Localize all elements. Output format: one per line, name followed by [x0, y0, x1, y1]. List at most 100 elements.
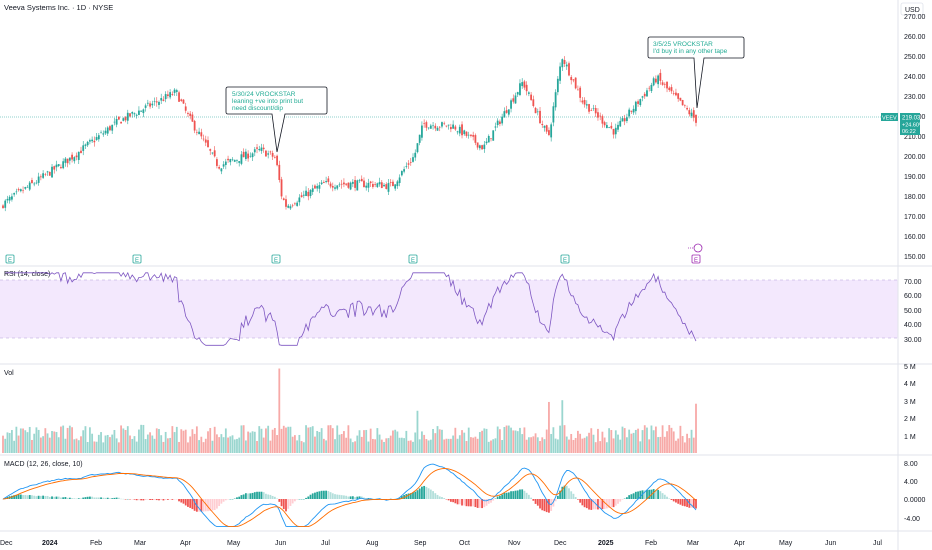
- macd-hist-bar: [238, 496, 241, 499]
- candle: [269, 150, 272, 155]
- volume-bar: [166, 438, 169, 453]
- macd-hist-bar: [140, 499, 143, 501]
- macd-hist-bar: [568, 488, 570, 499]
- volume-bar: [683, 442, 686, 453]
- candle: [307, 188, 310, 201]
- volume-bar: [534, 433, 537, 453]
- volume-bar: [91, 433, 94, 453]
- volume-bar: [554, 438, 557, 453]
- volume-bar: [657, 437, 660, 453]
- candle: [394, 184, 397, 191]
- macd-hist-bar: [681, 499, 684, 506]
- candle: [686, 105, 688, 111]
- macd-hist-bar: [675, 499, 677, 503]
- candle: [146, 99, 149, 107]
- currency-button[interactable]: [900, 2, 924, 16]
- macd-hist-bar: [646, 489, 648, 499]
- volume-bar: [458, 435, 461, 453]
- macd-hist-bar: [436, 494, 439, 499]
- macd-hist-bar: [617, 499, 619, 504]
- volume-bar: [11, 430, 13, 453]
- volume-bar: [407, 440, 410, 453]
- macd-hist-bar: [80, 498, 82, 499]
- volume-bar: [532, 436, 535, 453]
- candle: [334, 184, 336, 191]
- volume-bar: [501, 440, 504, 453]
- volume-bar: [389, 435, 392, 453]
- macd-hist-bar: [60, 497, 62, 499]
- candle: [646, 87, 648, 97]
- macd-hist-bar: [138, 499, 140, 501]
- annotation-callout[interactable]: 5/30/24 VROCKSTAR leaning +ve into print…: [225, 86, 328, 153]
- earnings-marker[interactable]: E: [132, 254, 142, 264]
- volume-series: [2, 368, 697, 453]
- volume-bar: [97, 434, 100, 453]
- candle: [66, 158, 69, 168]
- macd-hist-bar: [639, 490, 642, 499]
- volume-bar: [44, 428, 47, 453]
- volume-bar: [637, 428, 639, 453]
- macd-hist-bar: [421, 486, 423, 499]
- candle: [305, 186, 307, 197]
- volume-bar: [327, 425, 330, 453]
- volume-bar: [416, 410, 419, 453]
- macd-hist-bar: [683, 499, 686, 507]
- candle: [652, 76, 655, 87]
- volume-bar: [86, 442, 89, 453]
- earnings-marker[interactable]: E: [271, 254, 281, 264]
- volume-bar: [503, 427, 506, 453]
- macd-hist-bar: [329, 492, 332, 499]
- candle: [57, 164, 60, 168]
- macd-hist-bar: [117, 497, 120, 499]
- candle: [351, 179, 354, 188]
- earnings-marker[interactable]: E: [691, 254, 701, 264]
- event-icon[interactable]: [693, 243, 703, 253]
- time-axis: Dec 2024 Feb Mar Apr May Jun Jul Aug Sep…: [0, 540, 882, 547]
- volume-bar: [376, 428, 379, 453]
- candle: [260, 143, 263, 154]
- annotation-callout[interactable]: 3/5/25 VROCKSTAR I'd buy it in any other…: [647, 36, 745, 109]
- volume-bar: [336, 425, 339, 453]
- candle: [169, 89, 172, 100]
- candle: [287, 203, 290, 209]
- macd-tick: 8.00: [904, 461, 918, 468]
- macd-hist-bar: [91, 496, 94, 499]
- volume-bar: [605, 442, 608, 453]
- volume-bar: [670, 427, 673, 453]
- earnings-marker[interactable]: E: [408, 254, 418, 264]
- candle: [659, 69, 662, 85]
- macd-hist-bar: [499, 495, 501, 499]
- volume-bar: [521, 434, 524, 453]
- volume-bar: [387, 438, 390, 453]
- macd-hist-bar: [71, 498, 73, 499]
- macd-hist-bar: [247, 493, 250, 499]
- volume-bar: [634, 429, 637, 453]
- volume-bar: [449, 438, 452, 453]
- volume-bar: [8, 432, 11, 453]
- volume-bar: [463, 432, 466, 453]
- volume-bar: [661, 425, 664, 453]
- macd-hist-bar: [492, 499, 495, 501]
- candle: [485, 137, 488, 145]
- candle: [155, 97, 158, 107]
- macd-hist-bar: [418, 488, 421, 499]
- volume-bar: [4, 438, 7, 453]
- volume-bar: [570, 433, 573, 453]
- candle: [316, 183, 319, 192]
- volume-bar: [233, 439, 236, 453]
- candle: [160, 93, 163, 104]
- earnings-marker[interactable]: E: [5, 254, 15, 264]
- candle: [298, 194, 301, 206]
- candle: [427, 127, 430, 130]
- volume-bar: [610, 430, 613, 453]
- earnings-marker[interactable]: E: [560, 254, 570, 264]
- volume-bar: [51, 431, 53, 453]
- candle: [198, 127, 200, 135]
- symbol-title: Veeva Systems Inc. · 1D · NYSE: [4, 3, 113, 12]
- macd-hist-bar: [434, 493, 437, 499]
- volume-bar: [349, 438, 352, 453]
- volume-bar: [131, 438, 134, 453]
- volume-bar: [39, 437, 42, 453]
- macd-hist-bar: [262, 492, 265, 499]
